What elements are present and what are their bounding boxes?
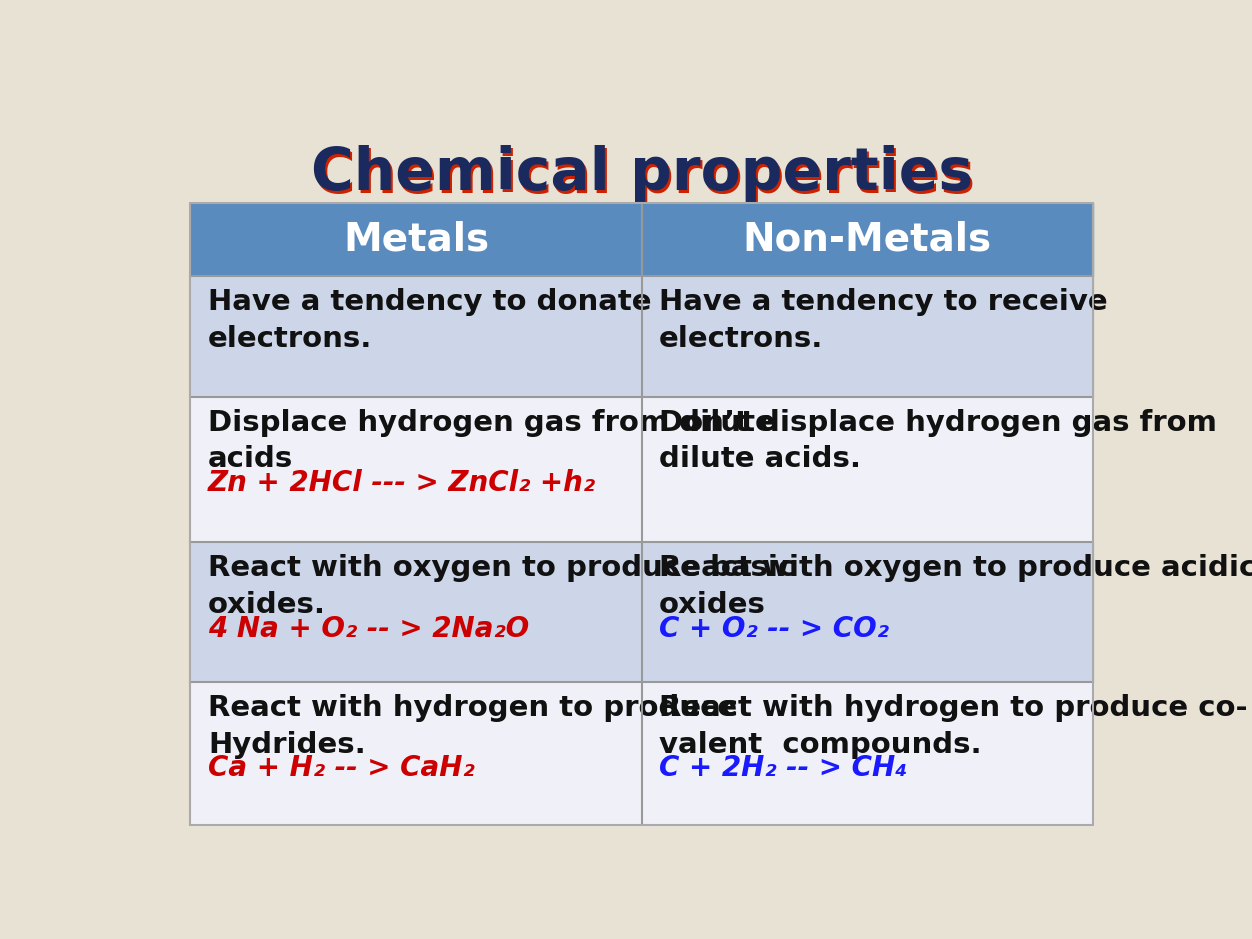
Text: Chemical properties: Chemical properties (313, 148, 975, 205)
Bar (190, 203, 1093, 824)
Text: Have a tendency to donate
electrons.: Have a tendency to donate electrons. (208, 288, 651, 353)
Text: Displace hydrogen gas from dilute
acids: Displace hydrogen gas from dilute acids (208, 408, 775, 473)
Text: Non-Metals: Non-Metals (742, 221, 992, 259)
Bar (190, 543, 1093, 683)
Text: Zn + 2HCl --- > ZnCl₂ +h₂: Zn + 2HCl --- > ZnCl₂ +h₂ (208, 470, 596, 498)
Text: C + 2H₂ -- > CH₄: C + 2H₂ -- > CH₄ (659, 754, 908, 782)
Text: Metals: Metals (343, 221, 490, 259)
Bar (190, 203, 1093, 276)
Text: React with hydrogen to produce
Hydrides.: React with hydrogen to produce Hydrides. (208, 694, 737, 759)
Text: Don’t displace hydrogen gas from
dilute acids.: Don’t displace hydrogen gas from dilute … (659, 408, 1217, 473)
Text: Have a tendency to receive
electrons.: Have a tendency to receive electrons. (659, 288, 1108, 353)
Text: Ca + H₂ -- > CaH₂: Ca + H₂ -- > CaH₂ (208, 754, 475, 782)
Bar (190, 276, 1093, 397)
Text: 4 Na + O₂ -- > 2Na₂O: 4 Na + O₂ -- > 2Na₂O (208, 615, 530, 642)
Text: React with oxygen to produce acidic
oxides: React with oxygen to produce acidic oxid… (659, 554, 1252, 619)
Text: Chemical properties: Chemical properties (310, 146, 973, 202)
Bar (190, 397, 1093, 543)
Text: C + O₂ -- > CO₂: C + O₂ -- > CO₂ (659, 615, 889, 642)
Bar (190, 683, 1093, 824)
Text: React with hydrogen to produce co-
valent  compounds.: React with hydrogen to produce co- valen… (659, 694, 1248, 759)
Text: React with oxygen to produce basic
oxides.: React with oxygen to produce basic oxide… (208, 554, 795, 619)
